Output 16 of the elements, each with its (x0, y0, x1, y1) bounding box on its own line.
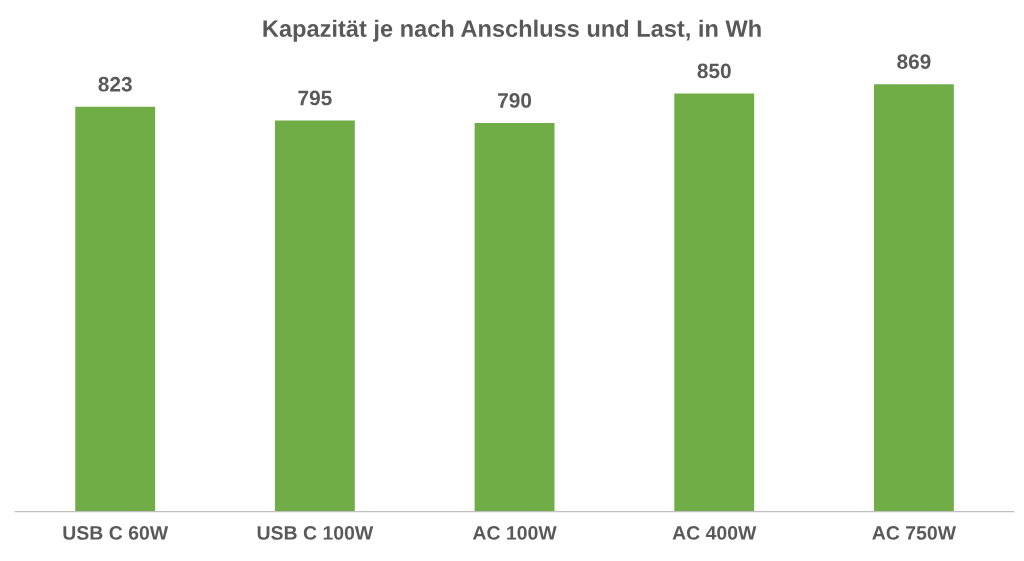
data-label: 790 (498, 93, 532, 108)
data-label: 850 (697, 63, 731, 79)
x-tick-label: AC 750W (872, 526, 957, 540)
x-tick-label: USB C 100W (257, 526, 374, 540)
chart-title: Kapazität je nach Anschluss und Last, in Wh (263, 19, 761, 42)
data-label: 869 (897, 54, 931, 69)
bar (873, 84, 954, 512)
x-tick-label: AC 100W (472, 526, 557, 540)
bar (474, 123, 555, 512)
data-label: 795 (298, 90, 332, 106)
data-label: 823 (98, 76, 132, 92)
bar (274, 120, 355, 512)
bar (75, 106, 156, 512)
bar (674, 93, 755, 512)
x-tick-label: AC 400W (672, 526, 757, 540)
x-tick-label: USB C 60W (63, 526, 169, 540)
